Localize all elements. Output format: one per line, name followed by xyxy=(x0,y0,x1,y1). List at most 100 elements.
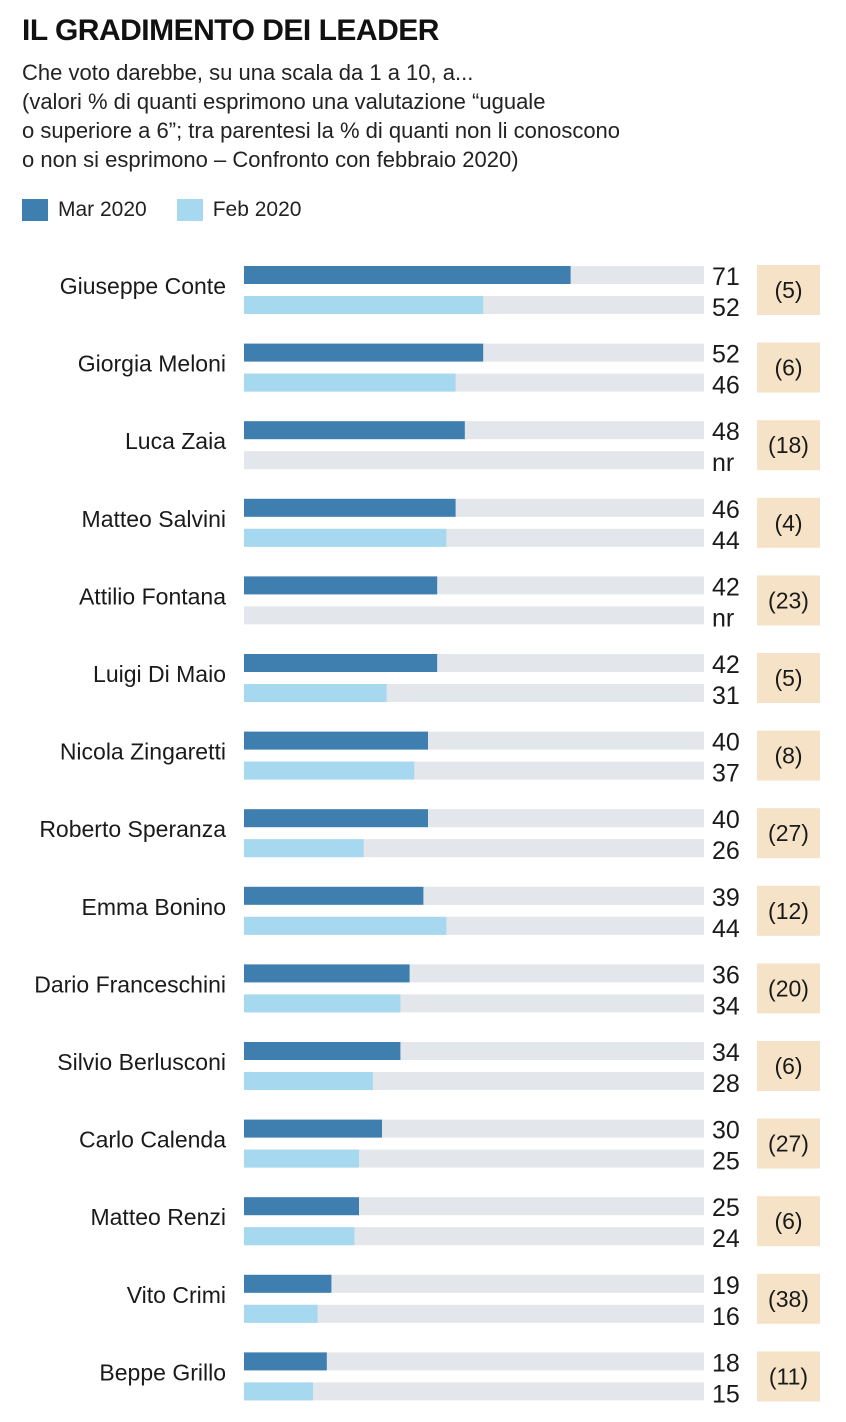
value-label-mar: 39 xyxy=(712,884,740,912)
value-label-feb: nr xyxy=(712,449,734,477)
bar-feb-2020 xyxy=(244,296,484,314)
bar-track xyxy=(244,1227,704,1246)
category-label: Attilio Fontana xyxy=(79,583,226,609)
bar-feb-2020 xyxy=(244,528,447,547)
subtitle-line: Che voto darebbe, su una scala da 1 a 10… xyxy=(22,60,474,85)
value-label-feb: 44 xyxy=(712,915,740,943)
bar-mar-2020 xyxy=(244,266,571,284)
chart-title: IL GRADIMENTO DEI LEADER xyxy=(22,14,439,47)
legend-label-feb: Feb 2020 xyxy=(212,198,302,221)
unknown-pct-label: (5) xyxy=(774,277,802,303)
bar-mar-2020 xyxy=(244,1352,327,1371)
bar-mar-2020 xyxy=(244,886,424,905)
bar-mar-2020 xyxy=(244,964,410,983)
bar-feb-2020 xyxy=(244,916,447,935)
value-label-mar: 46 xyxy=(712,496,740,524)
unknown-pct-label: (6) xyxy=(774,355,802,381)
category-label: Emma Bonino xyxy=(82,894,226,920)
unknown-pct-label: (12) xyxy=(768,898,809,924)
unknown-pct-box xyxy=(757,1351,820,1402)
value-label-mar: 71 xyxy=(712,263,740,291)
unknown-pct-box xyxy=(757,653,820,703)
value-label-mar: 42 xyxy=(712,573,740,601)
bar-feb-2020 xyxy=(244,1382,313,1401)
category-label: Matteo Renzi xyxy=(90,1204,226,1230)
unknown-pct-label: (27) xyxy=(768,820,809,846)
category-label: Luigi Di Maio xyxy=(93,661,226,687)
bar-feb-2020 xyxy=(244,1072,373,1090)
value-label-feb: 37 xyxy=(712,760,740,788)
value-label-feb: 25 xyxy=(712,1148,740,1176)
value-label-feb: nr xyxy=(712,604,734,632)
bar-mar-2020 xyxy=(244,576,438,595)
value-label-mar: 40 xyxy=(712,806,740,834)
unknown-pct-box xyxy=(757,420,820,471)
legend-label-mar: Mar 2020 xyxy=(58,198,147,221)
category-label: Carlo Calenda xyxy=(79,1127,226,1153)
value-label-mar: 40 xyxy=(712,729,740,757)
category-label: Giorgia Meloni xyxy=(78,351,226,377)
legend: Mar 2020 Feb 2020 xyxy=(22,198,331,222)
chart-subtitle: Che voto darebbe, su una scala da 1 a 10… xyxy=(22,58,822,174)
bar-mar-2020 xyxy=(244,1042,401,1060)
subtitle-line: o non si esprimono – Confronto con febbr… xyxy=(22,147,519,172)
unknown-pct-box xyxy=(757,885,820,936)
unknown-pct-label: (6) xyxy=(774,1053,802,1079)
unknown-pct-box xyxy=(757,1196,820,1247)
legend-item-feb: Feb 2020 xyxy=(176,198,302,222)
unknown-pct-label: (8) xyxy=(774,743,802,769)
value-label-feb: 34 xyxy=(712,992,740,1020)
legend-swatch-feb xyxy=(176,199,203,221)
value-label-feb: 24 xyxy=(712,1225,740,1253)
category-label: Dario Franceschini xyxy=(34,971,226,997)
value-label-feb: 52 xyxy=(712,294,740,322)
value-label-mar: 30 xyxy=(712,1117,740,1145)
value-label-mar: 19 xyxy=(712,1272,740,1300)
subtitle-line: (valori % di quanti esprimono una valuta… xyxy=(22,89,546,114)
value-label-feb: 15 xyxy=(712,1380,740,1408)
legend-item-mar: Mar 2020 xyxy=(22,198,147,222)
category-label: Luca Zaia xyxy=(125,428,226,454)
bar-feb-2020 xyxy=(244,839,364,858)
unknown-pct-box xyxy=(757,963,820,1014)
bar-track xyxy=(244,451,704,470)
unknown-pct-label: (20) xyxy=(768,975,809,1001)
unknown-pct-box xyxy=(757,1273,820,1324)
value-label-feb: 16 xyxy=(712,1303,740,1331)
value-label-feb: 28 xyxy=(712,1070,740,1098)
bar-feb-2020 xyxy=(244,1304,318,1323)
value-label-feb: 46 xyxy=(712,372,740,400)
value-label-mar: 25 xyxy=(712,1194,740,1222)
category-label: Roberto Speranza xyxy=(39,816,226,842)
value-label-mar: 42 xyxy=(712,651,740,679)
bar-track xyxy=(244,1304,704,1323)
value-label-feb: 31 xyxy=(712,682,740,710)
unknown-pct-box xyxy=(757,342,820,393)
value-label-mar: 52 xyxy=(712,341,740,369)
bar-feb-2020 xyxy=(244,1227,355,1246)
unknown-pct-box xyxy=(757,497,820,548)
value-label-mar: 36 xyxy=(712,961,740,989)
unknown-pct-label: (18) xyxy=(768,432,809,458)
bar-feb-2020 xyxy=(244,761,415,780)
bar-mar-2020 xyxy=(244,343,484,362)
unknown-pct-label: (6) xyxy=(774,1208,802,1234)
unknown-pct-label: (27) xyxy=(768,1131,809,1157)
bar-feb-2020 xyxy=(244,1149,359,1168)
bar-mar-2020 xyxy=(244,1197,359,1216)
category-label: Nicola Zingaretti xyxy=(60,739,226,765)
category-label: Vito Crimi xyxy=(127,1282,226,1308)
bar-mar-2020 xyxy=(244,498,456,517)
subtitle-line: o superiore a 6”; tra parentesi la % di … xyxy=(22,118,621,143)
value-label-feb: 44 xyxy=(712,527,740,555)
bar-track xyxy=(244,1352,704,1371)
unknown-pct-box xyxy=(757,1118,820,1169)
bar-feb-2020 xyxy=(244,994,401,1013)
bar-track xyxy=(244,606,704,625)
bar-track xyxy=(244,1382,704,1401)
bar-feb-2020 xyxy=(244,684,387,702)
value-label-mar: 18 xyxy=(712,1349,740,1377)
unknown-pct-label: (23) xyxy=(768,587,809,613)
unknown-pct-box xyxy=(757,575,820,626)
